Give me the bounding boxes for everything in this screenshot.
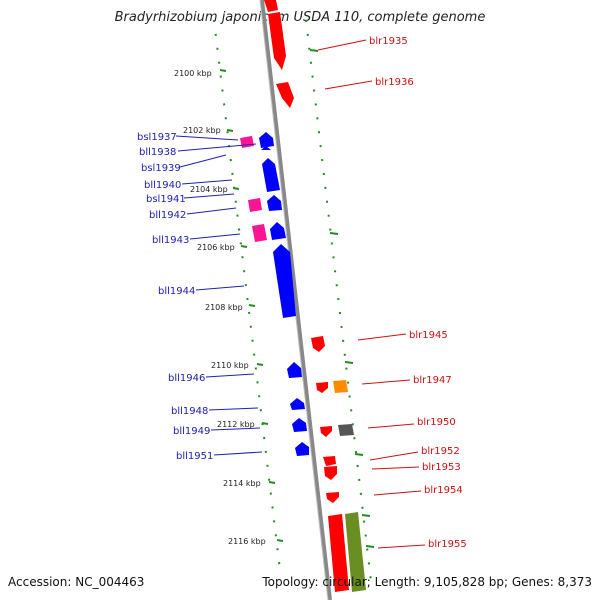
- right-leader-lines: [317, 39, 426, 549]
- tick-label-2102: 2102 kbp: [183, 126, 221, 135]
- map-title: Bradyrhizobium japonicum USDA 110, compl…: [114, 10, 486, 25]
- tick-label-2104: 2104 kbp: [190, 185, 228, 194]
- gene-label-blr1955[interactable]: blr1955: [428, 539, 467, 550]
- gene-blr1952[interactable]: [323, 456, 336, 466]
- gene-label-blr1947[interactable]: blr1947: [413, 375, 452, 386]
- gene-label-bll1948[interactable]: bll1948: [171, 406, 208, 417]
- gene-bll1938[interactable]: [259, 132, 274, 148]
- tick-label-2116: 2116 kbp: [228, 537, 266, 546]
- tick-label-2112: 2112 kbp: [217, 420, 255, 429]
- gene-label-blr1936[interactable]: blr1936: [375, 77, 414, 88]
- gene-blr1953[interactable]: [324, 466, 337, 480]
- right-tick-track: [305, 19, 373, 591]
- gene-label-blr1945[interactable]: blr1945: [409, 330, 448, 341]
- genome-stats-text: Topology: circular; Length: 9,105,828 bp…: [262, 575, 592, 589]
- left-leader-lines: [175, 135, 263, 456]
- gene-blr1955-green[interactable]: [345, 512, 366, 592]
- gene-bsl1937[interactable]: [240, 136, 254, 148]
- major-ticks: [219, 49, 375, 548]
- gene-blr1950-gray[interactable]: [338, 424, 354, 436]
- tick-label-2114: 2114 kbp: [223, 479, 261, 488]
- gene-label-bll1938[interactable]: bll1938: [139, 147, 176, 158]
- gene-blr1947-red[interactable]: [316, 382, 328, 393]
- gene-label-bll1949[interactable]: bll1949: [173, 426, 210, 437]
- tick-label-2106: 2106 kbp: [197, 243, 235, 252]
- gene-label-bll1940[interactable]: bll1940: [144, 180, 181, 191]
- accession-text: Accession: NC_004463: [8, 575, 145, 589]
- gene-label-blr1950[interactable]: blr1950: [417, 417, 456, 428]
- gene-bsl1939[interactable]: [261, 146, 271, 150]
- gene-blr1954[interactable]: [326, 492, 339, 503]
- tick-label-2108: 2108 kbp: [205, 303, 243, 312]
- gene-bll1946[interactable]: [287, 362, 302, 378]
- gene-bll1942[interactable]: [267, 195, 282, 211]
- gene-blr1955-red[interactable]: [328, 514, 349, 592]
- gene-label-bll1944[interactable]: bll1944: [158, 286, 195, 297]
- gene-label-bll1942[interactable]: bll1942: [149, 210, 186, 221]
- gene-label-bsl1941[interactable]: bsl1941: [146, 194, 186, 205]
- gene-label-blr1935[interactable]: blr1935: [369, 36, 408, 47]
- gene-blr1950-red[interactable]: [320, 426, 332, 437]
- tick-label-2110: 2110 kbp: [211, 361, 249, 370]
- gene-bll1940[interactable]: [262, 158, 280, 192]
- gene-bll1951[interactable]: [295, 442, 309, 456]
- gene-label-bll1951[interactable]: bll1951: [176, 451, 213, 462]
- gene-label-blr1953[interactable]: blr1953: [422, 462, 461, 473]
- tick-label-2100: 2100 kbp: [174, 69, 212, 78]
- gene-label-blr1954[interactable]: blr1954: [424, 485, 463, 496]
- gene-blr1947-orange[interactable]: [333, 380, 348, 393]
- gene-label-bsl1939[interactable]: bsl1939: [141, 163, 181, 174]
- gene-blr1935-top[interactable]: [264, 0, 278, 12]
- gene-bll1949[interactable]: [292, 418, 307, 432]
- gene-bll1944[interactable]: [273, 244, 296, 318]
- gene-bsl1941[interactable]: [248, 198, 262, 212]
- gene-blr1935[interactable]: [268, 12, 286, 70]
- gene-bll1943[interactable]: [270, 222, 286, 240]
- gene-label-bsl1937[interactable]: bsl1937: [137, 132, 177, 143]
- gene-bll1943-pink[interactable]: [252, 224, 267, 242]
- gene-label-blr1952[interactable]: blr1952: [421, 446, 460, 457]
- gene-blr1936[interactable]: [276, 82, 294, 108]
- genome-backbone: [260, 0, 332, 600]
- gene-label-bll1943[interactable]: bll1943: [152, 235, 189, 246]
- gene-bll1948[interactable]: [290, 398, 305, 410]
- gene-blr1945[interactable]: [311, 336, 325, 352]
- gene-label-bll1946[interactable]: bll1946: [168, 373, 205, 384]
